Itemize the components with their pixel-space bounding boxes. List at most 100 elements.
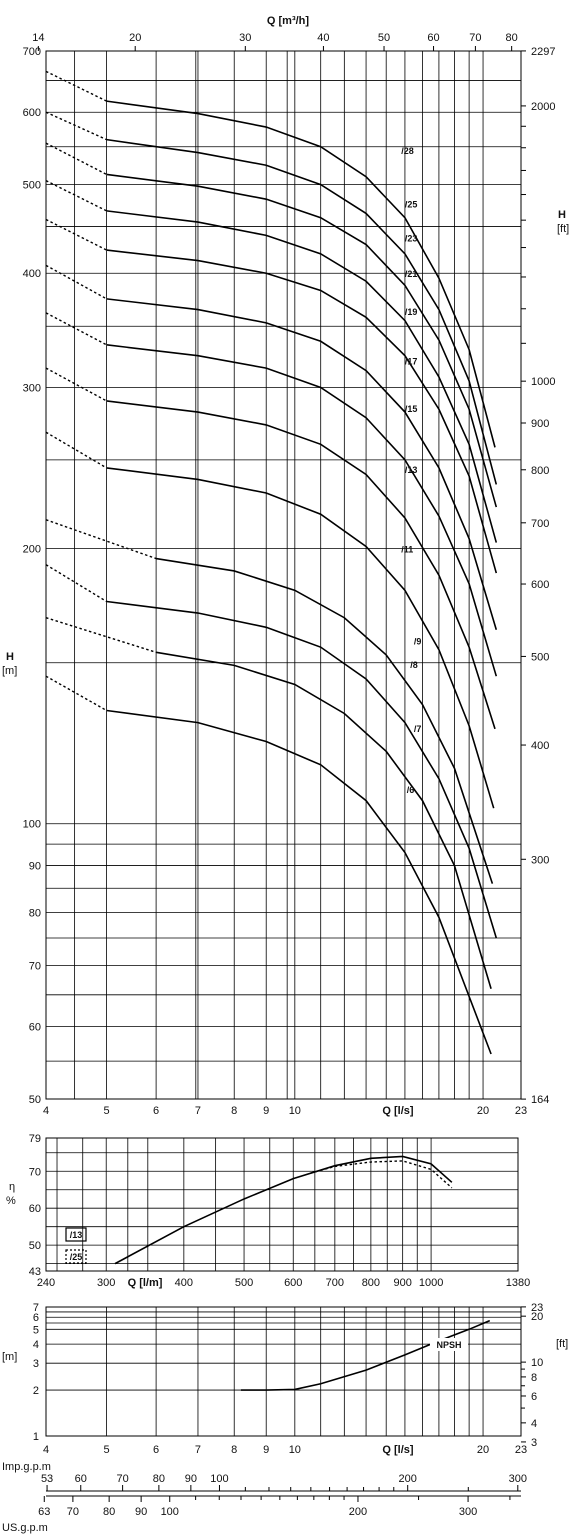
imp-tick-label: 70: [116, 1473, 128, 1485]
curve-label: /6: [407, 785, 415, 795]
y-tick-label: 200: [23, 543, 41, 555]
curve-25: [106, 138, 498, 485]
imp-tick-label: 90: [185, 1473, 197, 1485]
curve-17: [106, 298, 498, 630]
efficiency-curve-25: [310, 1160, 453, 1189]
y-tick-label: 1: [33, 1431, 39, 1443]
y-tick-label: 3: [33, 1358, 39, 1370]
y-tick-label: 400: [23, 268, 41, 280]
x-axis-label: Q [l/m]: [128, 1277, 163, 1289]
curve-label: /19: [405, 307, 418, 317]
legend-box: [65, 1227, 87, 1242]
x2-tick-label: 80: [506, 32, 518, 44]
legend-box: [65, 1249, 87, 1264]
x2-axis-label: Q [m³/h]: [267, 15, 309, 27]
x-tick-label: 10: [289, 1105, 301, 1117]
y-axis-label-part: %: [6, 1195, 16, 1207]
efficiency-curve-13: [114, 1155, 453, 1265]
curve-17-extension: [45, 264, 107, 300]
curve-15-extension: [45, 312, 107, 346]
x-tick-label: 8: [231, 1444, 237, 1456]
legend-label: /25: [70, 1252, 83, 1262]
x-tick-label: 5: [104, 1444, 110, 1456]
y-tick-label: 70: [29, 1166, 41, 1178]
y-axis-label: η%: [6, 1181, 16, 1207]
imp-tick-label: 300: [509, 1473, 527, 1485]
y-axis-label-part: [m]: [2, 665, 17, 677]
y-tick-label: 2: [33, 1385, 39, 1397]
curve-25-extension: [45, 111, 107, 141]
imp-tick-label: 53: [41, 1473, 53, 1485]
y-tick-label: 60: [29, 1022, 41, 1034]
y-tick-label: 100: [23, 819, 41, 831]
x2-tick-label: 14: [32, 32, 44, 44]
us-tick-label: 100: [161, 1506, 179, 1518]
curve-13-extension: [45, 367, 107, 402]
y-axis-label: H [m]: [2, 651, 17, 677]
curve-19-extension: [45, 218, 107, 251]
y2-tick-label: 2297: [531, 46, 555, 58]
x-tick-label: 4: [43, 1105, 49, 1117]
curve-label: /23: [405, 234, 418, 244]
npsh-chart: 4 5 6 7 8 9 10 20 23Q [l/s]1234567[m]3468102023[…: [2, 1302, 568, 1456]
x-tick-label: 300: [97, 1277, 115, 1289]
y2-tick-label: 3: [531, 1437, 537, 1449]
efficiency-chart: 240 300 400 500 600 700 800 900 1000 1380 Q [l/m] 4…: [6, 1133, 530, 1289]
x-tick-label: 1000: [419, 1277, 443, 1289]
curve-label: /21: [405, 269, 418, 279]
imp-tick-label: 200: [399, 1473, 417, 1485]
curve-label: /11: [401, 544, 413, 554]
x-tick-label: 10: [289, 1444, 301, 1456]
x2-tick-label: 60: [427, 32, 439, 44]
curve-label: /25: [405, 200, 418, 210]
y-tick-label: 600: [23, 107, 41, 119]
flow-conversion-scales: Imp.g.p.m53 60 70 80 90 100 200 300 US.g.p.m 63 70…: [2, 1461, 527, 1534]
curve-21: [106, 210, 498, 543]
y-axis-label: [m]: [2, 1351, 17, 1363]
curve-23: [106, 173, 498, 508]
y-axis-label-part: η: [9, 1181, 15, 1193]
y-tick-label: 300: [23, 382, 41, 394]
x-tick-label: 8: [231, 1105, 237, 1117]
us-tick-label: 90: [135, 1506, 147, 1518]
curve-23-extension: [45, 142, 107, 176]
y-tick-label: 60: [29, 1203, 41, 1215]
imp-tick-label: 80: [153, 1473, 165, 1485]
us-scale-label: US.g.p.m: [2, 1522, 48, 1534]
curve-9: [155, 557, 494, 884]
curve-13: [106, 400, 496, 730]
y-tick-label: 6: [33, 1312, 39, 1324]
x-tick-label: 9: [263, 1444, 269, 1456]
y-tick-label: 43: [29, 1266, 41, 1278]
x-tick-label: 4: [43, 1444, 49, 1456]
y-tick-label: 70: [29, 960, 41, 972]
y2-tick-label: 400: [531, 740, 549, 752]
curve-label: /13: [405, 465, 418, 475]
imp-tick-label: 100: [210, 1473, 228, 1485]
curve-8-extension: [45, 564, 107, 603]
y2-tick-label: 2000: [531, 101, 555, 113]
y2-tick-label: 6: [531, 1391, 537, 1403]
curve-7-extension: [45, 617, 157, 653]
npsh-curve-label: NPSH: [436, 1340, 461, 1350]
us-tick-label: 80: [103, 1506, 115, 1518]
y-tick-label: 4: [33, 1339, 39, 1351]
x-tick-label: 500: [235, 1277, 253, 1289]
plot-frame: [45, 1306, 522, 1437]
y2-tick-label: 500: [531, 651, 549, 663]
y2-axis-label: H [ft]: [557, 209, 569, 235]
x2-tick-label: 30: [239, 32, 251, 44]
x-tick-label: 1380: [506, 1277, 530, 1289]
us-tick-label: 70: [67, 1506, 79, 1518]
y2-tick-label: 164: [531, 1094, 549, 1106]
x-tick-label: 900: [393, 1277, 411, 1289]
imp-tick-label: 60: [75, 1473, 87, 1485]
curve-7: [155, 651, 492, 989]
curve-19: [106, 249, 498, 574]
plot-frame: [45, 50, 522, 1100]
npsh-curve: [240, 1319, 491, 1391]
x-tick-label: 600: [284, 1277, 302, 1289]
y2-tick-label: 20: [531, 1311, 543, 1323]
y-tick-label: 500: [23, 180, 41, 192]
